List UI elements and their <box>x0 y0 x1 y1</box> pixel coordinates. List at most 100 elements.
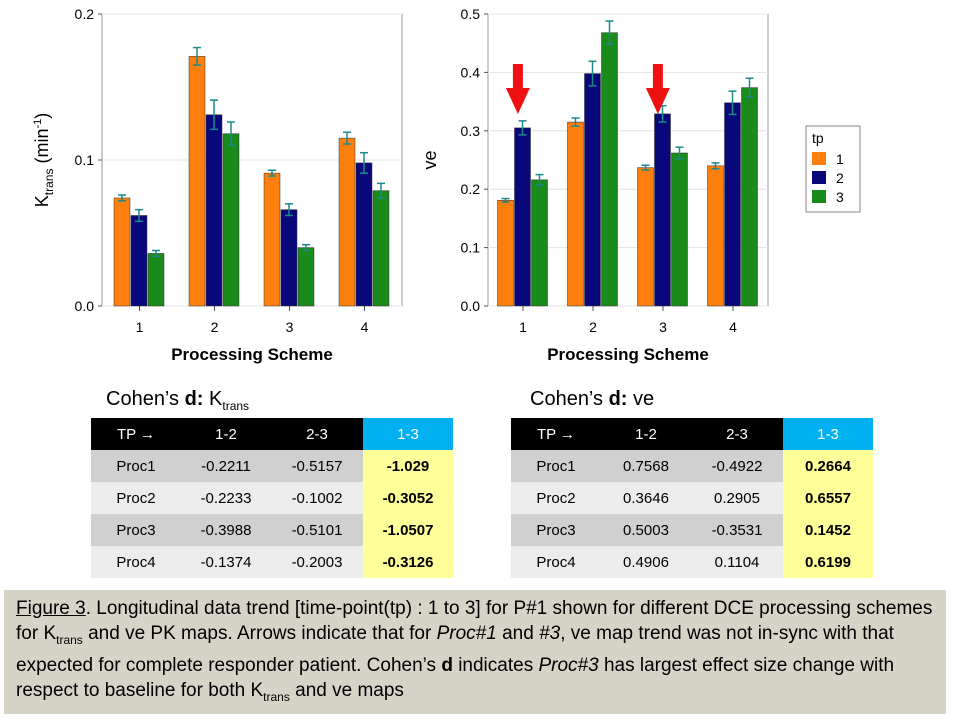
y-tick-label: 0.5 <box>461 6 481 22</box>
bar-tp1-scheme2 <box>567 121 584 307</box>
table-cell-highlight: -0.3126 <box>363 546 453 578</box>
legend-label-tp1: 1 <box>836 151 844 167</box>
legend-title: tp <box>812 130 824 146</box>
table-cell: 0.2905 <box>691 482 783 514</box>
table-cell: -0.5157 <box>271 450 363 482</box>
table-cell: 0.4906 <box>601 546 691 578</box>
y-axis-label: Ktrans (min-1) <box>32 113 56 207</box>
row-label: Proc4 <box>511 546 601 578</box>
x-tick-label: 3 <box>659 319 667 335</box>
table-row: Proc3 -0.3988 -0.5101 -1.0507 <box>91 514 453 546</box>
ktrans-bar-chart: 0.0 0.1 0.2 1 2 3 4 Processing Scheme Ktrans (mi… <box>32 6 403 364</box>
bar-tp3-scheme1 <box>147 253 165 307</box>
table-cell-highlight: 0.6557 <box>783 482 873 514</box>
header-tp: TP → <box>91 418 181 450</box>
bar-tp1-scheme3 <box>263 172 281 307</box>
legend: tp 1 2 3 <box>805 125 861 213</box>
row-label: Proc3 <box>511 514 601 546</box>
table-row: Proc2 -0.2233 -0.1002 -0.3052 <box>91 482 453 514</box>
table-row: Proc2 0.3646 0.2905 0.6557 <box>511 482 873 514</box>
table-cell: -0.1002 <box>271 482 363 514</box>
y-tick-label: 0.0 <box>461 298 481 314</box>
bar-tp1-scheme1 <box>497 200 514 307</box>
figure-caption: Figure 3. Longitudinal data trend [time-… <box>4 590 946 714</box>
header-2-3: 2-3 <box>271 418 363 450</box>
bar-tp2-scheme1 <box>130 215 148 307</box>
header-1-2: 1-2 <box>181 418 271 450</box>
x-axis-label: Processing Scheme <box>547 345 709 364</box>
bar-tp3-scheme2 <box>601 32 618 307</box>
table-cell: 0.7568 <box>601 450 691 482</box>
header-1-2: 1-2 <box>601 418 691 450</box>
bar-tp3-scheme1 <box>531 179 548 307</box>
bar-tp1-scheme2 <box>188 56 206 307</box>
legend-swatch-tp2 <box>812 171 826 184</box>
arrow-shaft <box>512 64 523 90</box>
legend-label-tp2: 2 <box>836 170 844 186</box>
x-axis-label: Processing Scheme <box>171 345 333 364</box>
table-cell: -0.4922 <box>691 450 783 482</box>
y-tick-label: 0.4 <box>461 64 481 80</box>
table-row: Proc1 -0.2211 -0.5157 -1.029 <box>91 450 453 482</box>
table-cell: -0.2233 <box>181 482 271 514</box>
bar-tp2-scheme2 <box>205 114 223 307</box>
bar-tp2-scheme2 <box>584 73 601 307</box>
table-cell-highlight: 0.1452 <box>783 514 873 546</box>
red-down-arrow <box>645 64 670 114</box>
y-tick-label: 0.0 <box>75 298 95 314</box>
x-tick-label: 2 <box>211 319 219 335</box>
header-1-3: 1-3 <box>783 418 873 450</box>
arrow-head <box>645 88 670 114</box>
table-header-row: TP → 1-2 2-3 1-3 <box>511 418 873 450</box>
bar-tp3-scheme3 <box>671 152 688 307</box>
y-tick-label: 0.1 <box>75 152 95 168</box>
table-cell-highlight: -1.0507 <box>363 514 453 546</box>
table-row: Proc4 -0.1374 -0.2003 -0.3126 <box>91 546 453 578</box>
cohens-d-ve-table: TP → 1-2 2-3 1-3 Proc1 0.7568 -0.4922 0.… <box>511 418 873 578</box>
table-cell: -0.3988 <box>181 514 271 546</box>
legend-swatch-tp1 <box>812 152 826 165</box>
table-header-row: TP → 1-2 2-3 1-3 <box>91 418 453 450</box>
table-row: Proc3 0.5003 -0.3531 0.1452 <box>511 514 873 546</box>
bar-tp3-scheme4 <box>741 87 758 307</box>
row-label: Proc4 <box>91 546 181 578</box>
table-cell-highlight: 0.2664 <box>783 450 873 482</box>
table-cell-highlight: -0.3052 <box>363 482 453 514</box>
x-tick-label: 1 <box>136 319 144 335</box>
table-row: Proc1 0.7568 -0.4922 0.2664 <box>511 450 873 482</box>
x-tick-label: 4 <box>361 319 369 335</box>
bar-tp3-scheme3 <box>297 247 315 307</box>
x-tick-label: 2 <box>589 319 597 335</box>
y-tick-label: 0.1 <box>461 240 481 256</box>
y-axis-label: ve <box>420 150 440 169</box>
caption-label: Figure 3 <box>16 598 86 619</box>
row-label: Proc1 <box>91 450 181 482</box>
bar-tp1-scheme4 <box>707 165 724 307</box>
row-label: Proc2 <box>511 482 601 514</box>
y-tick-label: 0.2 <box>461 181 481 197</box>
table-cell-highlight: -1.029 <box>363 450 453 482</box>
legend-label-tp3: 3 <box>836 189 844 205</box>
table-cell: -0.2211 <box>181 450 271 482</box>
table-cell: -0.5101 <box>271 514 363 546</box>
table-cell: -0.1374 <box>181 546 271 578</box>
table-cell: -0.3531 <box>691 514 783 546</box>
ve-bar-chart: 0.0 0.1 0.2 0.3 0.4 0.5 1 2 3 4 Processing Scheme v… <box>420 6 861 364</box>
x-tick-label: 1 <box>519 319 527 335</box>
x-tick-label: 3 <box>286 319 294 335</box>
header-tp: TP → <box>511 418 601 450</box>
cohens-d-ktrans-title: Cohen’s d: Ktrans <box>106 388 250 413</box>
y-tick-label: 0.2 <box>75 6 95 22</box>
bar-tp3-scheme2 <box>222 133 240 307</box>
bar-tp2-scheme4 <box>355 162 373 307</box>
row-label: Proc2 <box>91 482 181 514</box>
x-tick-label: 4 <box>729 319 737 335</box>
bar-tp2-scheme4 <box>724 102 741 307</box>
header-2-3: 2-3 <box>691 418 783 450</box>
bar-tp2-scheme3 <box>280 209 298 307</box>
header-1-3: 1-3 <box>363 418 453 450</box>
cohens-d-ktrans-table: TP → 1-2 2-3 1-3 Proc1 -0.2211 -0.5157 -… <box>91 418 453 578</box>
bar-tp1-scheme3 <box>637 167 654 307</box>
table-cell: -0.2003 <box>271 546 363 578</box>
red-down-arrow <box>505 64 530 114</box>
